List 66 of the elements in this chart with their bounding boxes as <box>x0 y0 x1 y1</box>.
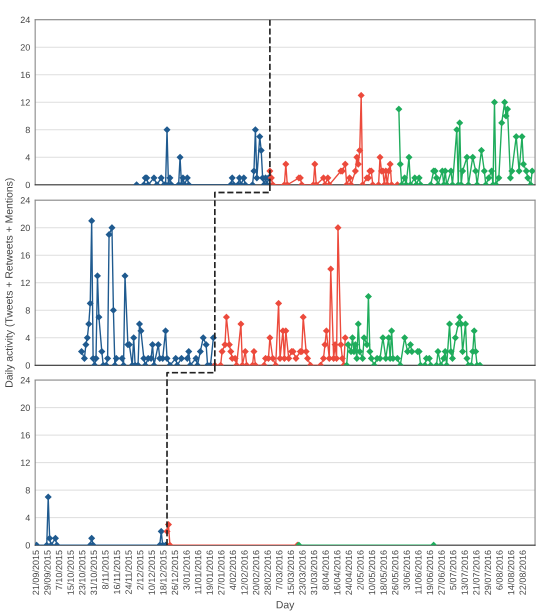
x-tick-label: 8/04/2016 <box>322 550 329 590</box>
x-tick-label: 21/09/2015 <box>32 550 40 595</box>
x-tick-label: 19/01/2016 <box>206 550 213 595</box>
y-tick-label: 0 <box>26 542 30 549</box>
x-tick-label: 22/08/2016 <box>519 550 526 595</box>
x-tick-label: 23/03/2016 <box>299 550 306 595</box>
x-tick-label: 11/01/2016 <box>194 550 202 594</box>
x-tick-label: 13/07/2016 <box>461 550 468 595</box>
x-tick-label: 24/11/2015 <box>125 550 132 594</box>
y-tick-label: 0 <box>26 362 30 369</box>
x-tick-label: 18/05/2016 <box>380 550 387 595</box>
x-tick-label: 12/02/2016 <box>241 550 248 595</box>
y-tick-label: 12 <box>20 99 30 106</box>
x-tick-label: 19/06/2016 <box>426 550 434 595</box>
y-tick-label: 4 <box>25 514 30 521</box>
y-tick-label: 8 <box>26 487 30 494</box>
x-tick-label: 31/10/2015 <box>90 550 97 595</box>
y-tick-label: 24 <box>20 16 30 23</box>
x-tick-label: 16/04/2016 <box>334 550 340 595</box>
x-tick-label: 21/07/2016 <box>472 550 480 595</box>
x-tick-label: 7/10/2015 <box>56 550 62 590</box>
y-tick-label: 16 <box>20 72 30 78</box>
x-axis-title: Day <box>276 601 294 610</box>
y-tick-label: 16 <box>20 432 30 438</box>
x-tick-label: 2/05/2016 <box>356 550 364 590</box>
x-tick-label: 3/01/2016 <box>183 550 190 590</box>
x-tick-label: 7/03/2016 <box>276 550 282 590</box>
x-tick-label: 23/10/2015 <box>78 550 86 595</box>
x-tick-label: 29/07/2016 <box>484 550 492 595</box>
x-tick-label: 20/02/2016 <box>252 550 260 595</box>
x-tick-label: 26/05/2016 <box>392 550 398 595</box>
y-tick-label: 8 <box>26 126 30 134</box>
x-tick-label: 26/12/2015 <box>172 550 178 595</box>
x-tick-label: 27/01/2016 <box>218 550 224 595</box>
y-tick-label: 4 <box>25 154 30 161</box>
x-tick-label: 3/06/2016 <box>403 550 410 590</box>
x-tick-label: 29/09/2015 <box>44 550 51 595</box>
x-tick-label: 5/07/2016 <box>450 550 456 590</box>
y-tick-label: 12 <box>20 460 30 466</box>
x-tick-label: 15/10/2015 <box>67 550 74 595</box>
x-tick-label: 15/03/2016 <box>287 550 294 595</box>
x-tick-label: 27/06/2016 <box>438 550 445 595</box>
y-tick-label: 24 <box>20 377 30 384</box>
y-tick-label: 20 <box>20 44 30 51</box>
y-tick-label: 20 <box>20 404 30 411</box>
y-tick-label: 0 <box>26 182 30 188</box>
x-tick-label: 2/12/2015 <box>136 550 144 590</box>
x-tick-label: 16/11/2015 <box>114 550 120 594</box>
x-tick-label: 8/11/2015 <box>102 550 109 590</box>
y-tick-label: 8 <box>26 307 30 314</box>
x-tick-label: 24/04/2016 <box>345 550 352 595</box>
x-tick-label: 10/05/2016 <box>368 550 376 595</box>
y-tick-label: 4 <box>25 334 30 342</box>
y-tick-label: 12 <box>20 280 30 286</box>
x-tick-label: 11/06/2016 <box>414 550 422 594</box>
x-tick-label: 6/08/2016 <box>496 550 503 590</box>
x-tick-label: 18/12/2015 <box>160 550 167 595</box>
y-tick-label: 24 <box>20 197 30 204</box>
y-axis-title: Daily activity (Tweets + Retweets + Mentions) <box>4 178 15 387</box>
y-tick-label: 20 <box>20 224 30 232</box>
y-tick-label: 16 <box>20 252 30 259</box>
x-tick-label: 31/03/2016 <box>310 550 318 595</box>
x-tick-label: 14/08/2016 <box>508 550 514 595</box>
x-tick-label: 28/02/2016 <box>264 550 271 595</box>
x-tick-label: 10/12/2015 <box>148 550 155 595</box>
x-tick-label: 4/02/2016 <box>229 550 236 590</box>
